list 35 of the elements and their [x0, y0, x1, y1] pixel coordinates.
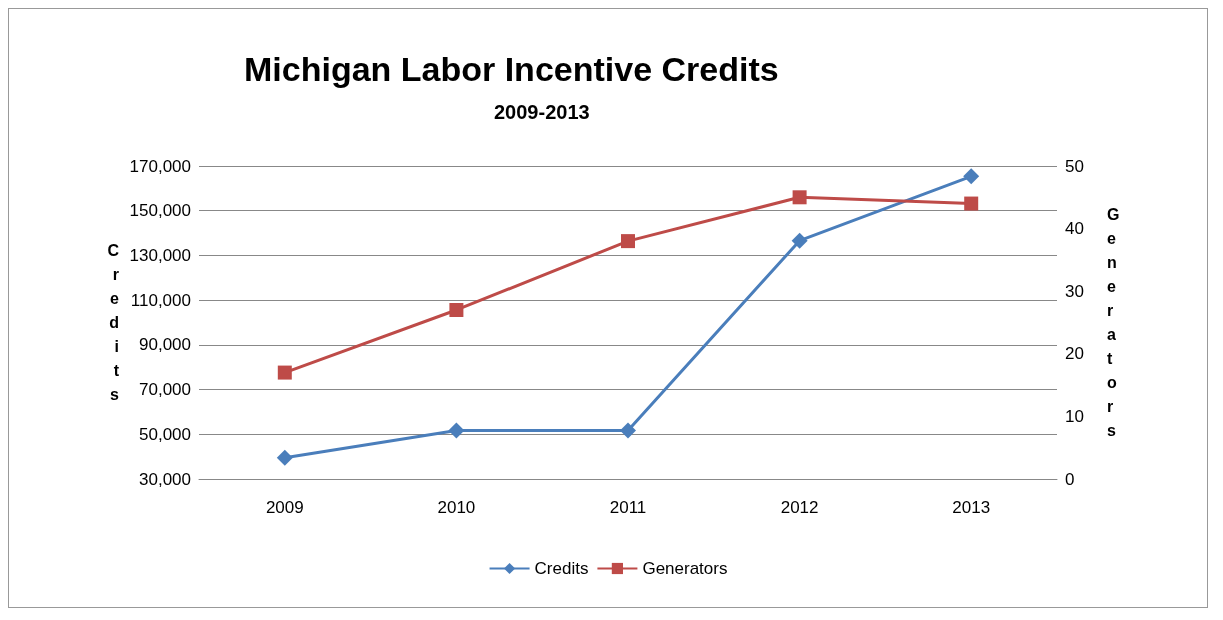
y-tick-label: 170,000: [129, 156, 191, 176]
legend-label: Credits: [534, 559, 589, 578]
point: [449, 302, 464, 317]
chart-subtitle: 2009-2013: [494, 101, 590, 123]
chart-title: Michigan Labor Incentive Credits: [244, 50, 779, 88]
point: [963, 168, 980, 185]
x-tick-label: 2009: [265, 498, 304, 517]
point: [448, 422, 465, 439]
point: [792, 190, 807, 205]
y2-tick-label: 30: [1065, 281, 1084, 301]
point: [276, 449, 293, 466]
y2-tick-label: 50: [1065, 156, 1084, 176]
x-tick-label: 2013: [952, 498, 991, 517]
y-tick-label: 150,000: [129, 201, 191, 221]
point: [964, 196, 979, 211]
point: [620, 422, 636, 439]
x-tick-label: 2010: [437, 498, 476, 517]
y2-tick-label: 20: [1065, 344, 1084, 364]
y-tick-label: 30,000: [139, 469, 191, 489]
legend-label: Generators: [642, 559, 728, 578]
y-tick-label: 110,000: [130, 290, 191, 310]
y-tick-label: 50,000: [139, 424, 191, 444]
text: Generators: [1107, 206, 1120, 439]
point: [791, 232, 808, 249]
x-tick-label: 2012: [780, 498, 819, 517]
point: [621, 234, 635, 249]
y-axis-title: Credits: [107, 242, 120, 403]
point: [277, 365, 292, 380]
y2-tick-label: 0: [1065, 469, 1075, 489]
y-tick-label: 90,000: [139, 335, 191, 355]
y-tick-label: 130,000: [129, 245, 191, 265]
y2-tick-label: 10: [1065, 406, 1084, 426]
y-tick-label: 70,000: [139, 380, 191, 400]
x-tick-label: 2011: [609, 498, 647, 517]
y2-tick-label: 40: [1065, 219, 1084, 239]
